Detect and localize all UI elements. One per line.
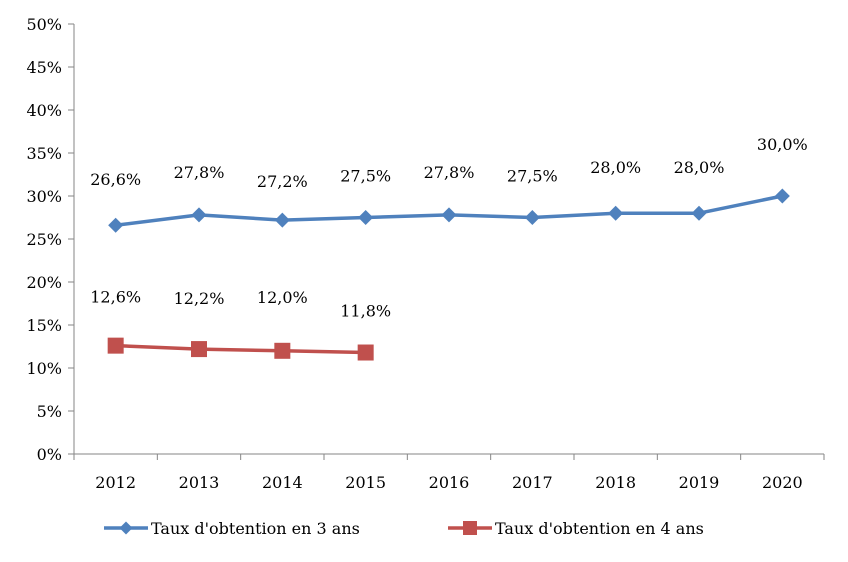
y-tick-label: 35% bbox=[26, 144, 62, 163]
data-point-marker bbox=[357, 344, 374, 361]
x-tick-label: 2016 bbox=[429, 473, 470, 492]
data-label: 27,5% bbox=[507, 167, 558, 186]
y-tick-label: 30% bbox=[26, 187, 62, 206]
data-point-marker bbox=[774, 188, 790, 204]
series-2 bbox=[107, 337, 374, 361]
legend-label: Taux d'obtention en 3 ans bbox=[151, 519, 360, 538]
y-tick-label: 5% bbox=[37, 402, 62, 421]
x-axis-tick-labels: 2012 2013 2014 2015 2016 2017 2018 2019 2020 bbox=[95, 473, 802, 492]
data-point-marker bbox=[524, 210, 540, 225]
y-tick-label: 10% bbox=[26, 359, 62, 378]
legend-item-1: Taux d'obtention en 3 ans bbox=[104, 519, 360, 538]
data-point-marker bbox=[358, 210, 374, 225]
data-label: 12,2% bbox=[174, 289, 225, 308]
y-tick-label: 20% bbox=[26, 273, 62, 292]
data-point-marker bbox=[107, 337, 124, 354]
data-label: 12,6% bbox=[90, 288, 141, 307]
legend-diamond-marker-icon bbox=[119, 521, 133, 535]
data-point-marker bbox=[608, 205, 624, 221]
data-point-marker bbox=[441, 207, 457, 223]
x-tick-label: 2019 bbox=[679, 473, 720, 492]
y-tick-label: 40% bbox=[26, 101, 62, 120]
legend-item-2: Taux d'obtention en 4 ans bbox=[448, 519, 704, 538]
data-label: 27,8% bbox=[424, 163, 475, 182]
series-line bbox=[115, 343, 366, 355]
x-tick-label: 2015 bbox=[345, 473, 386, 492]
data-point-marker bbox=[274, 342, 291, 359]
data-label: 27,5% bbox=[340, 167, 391, 186]
series-layer bbox=[107, 188, 790, 361]
y-tick-label: 0% bbox=[37, 445, 62, 464]
data-point-marker bbox=[274, 212, 290, 228]
data-label: 12,0% bbox=[257, 288, 308, 307]
data-label: 11,8% bbox=[340, 302, 391, 321]
data-point-marker bbox=[691, 205, 707, 221]
data-label: 28,0% bbox=[590, 158, 641, 177]
data-point-marker bbox=[191, 207, 207, 223]
legend-label: Taux d'obtention en 4 ans bbox=[495, 519, 704, 538]
data-labels: 26,6% 27,8% 27,2% 27,5% 27,8% 27,5% 28,0% 28,0%… bbox=[90, 135, 807, 321]
legend: Taux d'obtention en 3 ans Taux d'obtentio… bbox=[104, 519, 704, 538]
data-label: 27,2% bbox=[257, 172, 308, 191]
x-tick-label: 2017 bbox=[512, 473, 553, 492]
data-label: 27,8% bbox=[174, 163, 225, 182]
y-tick-label: 25% bbox=[26, 230, 62, 249]
x-tick-label: 2012 bbox=[95, 473, 136, 492]
y-tick-label: 15% bbox=[26, 316, 62, 335]
data-point-marker bbox=[191, 341, 207, 358]
y-tick-label: 50% bbox=[26, 15, 62, 34]
y-axis-tick-labels: 0% 5% 10% 15% 20% 25% 30% 35% 40% 45% 50% bbox=[26, 15, 62, 464]
y-tick-label: 45% bbox=[26, 58, 62, 77]
axes bbox=[68, 23, 825, 460]
x-tick-label: 2013 bbox=[179, 473, 220, 492]
data-label: 26,6% bbox=[90, 170, 141, 189]
series-1 bbox=[108, 188, 790, 233]
x-tick-label: 2014 bbox=[262, 473, 303, 492]
data-label: 28,0% bbox=[674, 158, 725, 177]
x-tick-label: 2020 bbox=[762, 473, 803, 492]
data-point-marker bbox=[108, 217, 124, 233]
legend-square-marker-icon bbox=[463, 521, 477, 535]
data-label: 30,0% bbox=[757, 135, 808, 154]
x-tick-label: 2018 bbox=[595, 473, 636, 492]
